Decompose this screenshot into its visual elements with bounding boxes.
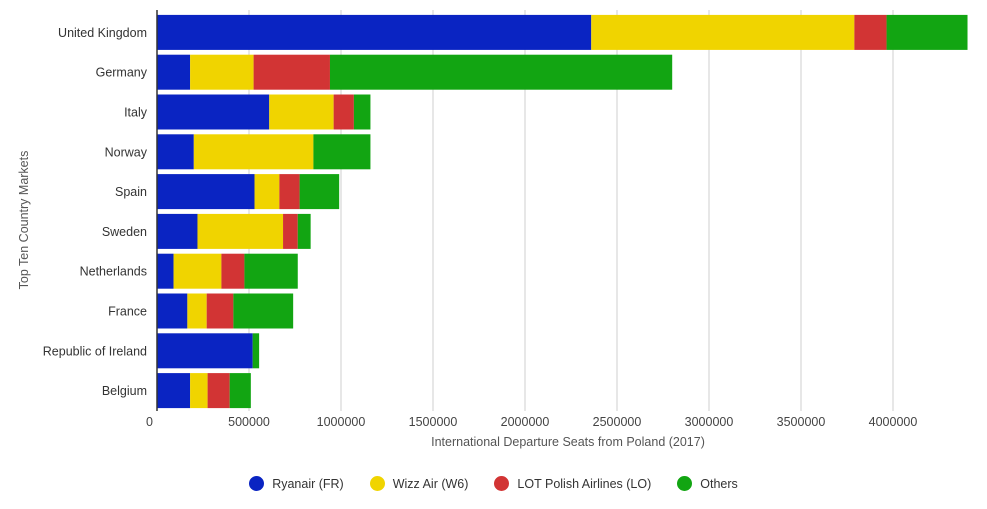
x-tick-label: 1000000 xyxy=(317,415,366,429)
category-label: United Kingdom xyxy=(58,26,147,40)
legend-swatch xyxy=(369,476,385,491)
bar-segment xyxy=(206,293,234,329)
category-label: Norway xyxy=(105,145,148,159)
bar-segment xyxy=(157,14,592,50)
x-tick-label: 0 xyxy=(146,415,153,429)
category-label: Spain xyxy=(115,185,147,199)
bar-segment xyxy=(157,253,174,289)
bar-segment xyxy=(157,54,191,90)
bar-segment xyxy=(173,253,222,289)
bar-segment xyxy=(353,94,371,130)
category-label: Germany xyxy=(96,66,148,80)
bar-segment xyxy=(886,14,968,50)
category-label: Italy xyxy=(124,106,148,120)
bar-segment xyxy=(244,253,298,289)
category-label: Republic of Ireland xyxy=(43,344,147,358)
bar-segment xyxy=(269,94,334,130)
bar-segment xyxy=(157,293,188,329)
legend-swatch xyxy=(249,476,265,491)
bar-segment xyxy=(197,213,284,249)
bar-segment xyxy=(221,253,245,289)
legend-label: Ryanair (FR) xyxy=(272,476,344,491)
legend: Ryanair (FR) Wizz Air (W6) LOT Polish Airl… xyxy=(0,476,987,491)
x-tick-label: 3000000 xyxy=(685,415,734,429)
bar-segment xyxy=(157,134,194,170)
bar-segment xyxy=(207,373,230,409)
x-axis-title: International Departure Seats from Polan… xyxy=(431,435,705,449)
bar-segment xyxy=(229,373,251,409)
legend-item[interactable]: Others xyxy=(677,476,738,491)
bar-segment xyxy=(297,213,311,249)
bar-segment xyxy=(190,373,208,409)
bar-segment xyxy=(157,373,191,409)
bar-segment xyxy=(254,174,280,210)
stacked-bar-chart: United Kingdom Germany Italy Norway Spain Swe… xyxy=(17,10,968,449)
bar-segment xyxy=(252,333,260,369)
legend-label: Wizz Air (W6) xyxy=(392,476,469,491)
bar-segment xyxy=(157,333,253,369)
x-tick-label: 1500000 xyxy=(409,415,458,429)
bar-segment xyxy=(157,213,198,249)
category-label: Netherlands xyxy=(80,265,147,279)
legend-label: Others xyxy=(700,476,738,491)
category-labels: United Kingdom Germany Italy Norway Spain Swe… xyxy=(43,26,148,398)
bar-segment xyxy=(187,293,207,329)
bar-segment xyxy=(313,134,371,170)
x-tick-labels: 0 500000 1000000 1500000 2000000 2500000 30000… xyxy=(146,415,917,429)
bar-segment xyxy=(283,213,298,249)
category-label: France xyxy=(108,305,147,319)
bars xyxy=(157,14,968,409)
legend-swatch xyxy=(494,476,510,491)
bar-segment xyxy=(333,94,354,130)
bar-segment xyxy=(253,54,330,90)
legend-item[interactable]: LOT Polish Airlines (LO) xyxy=(494,476,651,491)
x-tick-label: 4000000 xyxy=(869,415,918,429)
y-axis-title: Top Ten Country Markets xyxy=(17,151,31,290)
bar-segment xyxy=(591,14,855,50)
legend-swatch xyxy=(677,476,693,491)
legend-item[interactable]: Wizz Air (W6) xyxy=(369,476,469,491)
bar-segment xyxy=(299,174,340,210)
x-tick-label: 500000 xyxy=(228,415,270,429)
bar-segment xyxy=(233,293,294,329)
x-tick-label: 3500000 xyxy=(777,415,826,429)
category-label: Sweden xyxy=(102,225,147,239)
category-label: Belgium xyxy=(102,384,147,398)
bar-segment xyxy=(190,54,254,90)
bar-segment xyxy=(193,134,314,170)
bar-segment xyxy=(157,94,270,130)
x-tick-label: 2500000 xyxy=(593,415,642,429)
bar-segment xyxy=(329,54,673,90)
bar-segment xyxy=(157,174,255,210)
x-tick-label: 2000000 xyxy=(501,415,550,429)
legend-item[interactable]: Ryanair (FR) xyxy=(249,476,344,491)
bar-segment xyxy=(854,14,887,50)
bar-segment xyxy=(279,174,300,210)
legend-label: LOT Polish Airlines (LO) xyxy=(517,476,652,491)
